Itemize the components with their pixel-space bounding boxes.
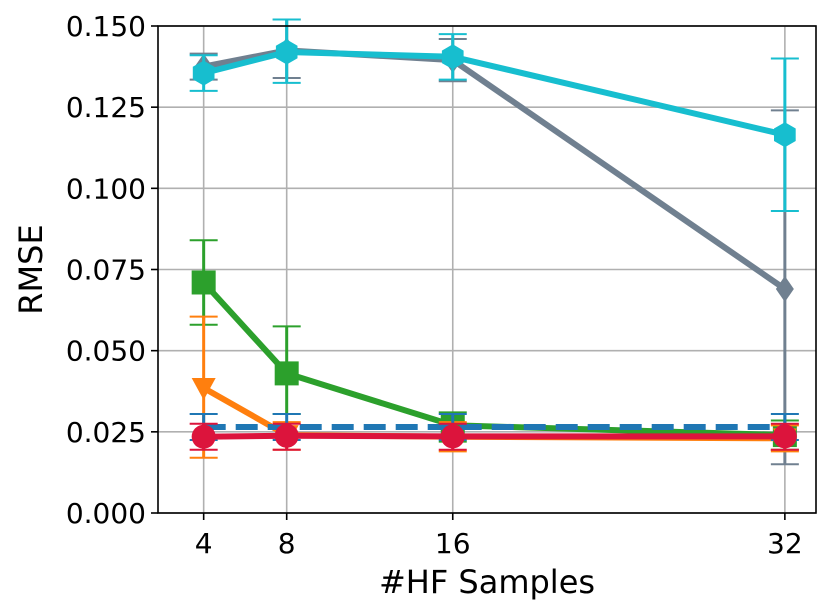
y-tick-label: 0.050: [66, 335, 146, 368]
data-point-hexagon: [192, 60, 215, 86]
y-tick-label: 0.125: [66, 91, 146, 124]
data-point-square: [191, 270, 216, 295]
series-line: [203, 432, 785, 440]
x-axis-label: #HF Samples: [379, 563, 595, 601]
series-group: [189, 239, 799, 451]
series-group: [189, 422, 799, 451]
data-point-hexagon: [275, 39, 298, 65]
y-tick-label: 0.000: [66, 497, 146, 530]
y-tick-label: 0.150: [66, 10, 146, 43]
y-axis-label: RMSE: [12, 224, 50, 314]
series-group: [189, 18, 799, 466]
data-point-circle: [440, 424, 465, 449]
y-tick-label: 0.075: [66, 254, 146, 287]
series-layer: [189, 18, 799, 466]
series-group: [189, 18, 799, 213]
data-point-square: [274, 361, 299, 386]
data-point-circle: [191, 424, 216, 449]
series-line: [202, 49, 786, 138]
axis-ticks: 4 8 16 32 0.000 0.025 0.050 0.075 0.100 0.125 0.15…: [66, 10, 803, 560]
x-tick-label: 4: [195, 527, 213, 560]
data-point-diamond: [775, 275, 794, 302]
data-point-circle: [772, 424, 797, 449]
y-tick-label: 0.100: [66, 172, 146, 205]
data-point-hexagon: [774, 122, 796, 148]
y-tick-label: 0.025: [66, 416, 146, 449]
x-tick-label: 8: [278, 527, 296, 560]
series-line: [201, 280, 785, 439]
data-point-circle: [274, 423, 299, 448]
x-tick-label: 32: [767, 527, 803, 560]
data-point-hexagon: [441, 44, 464, 70]
series-line: [203, 47, 787, 292]
data-point-triangle: [191, 378, 216, 401]
x-tick-label: 16: [435, 527, 471, 560]
